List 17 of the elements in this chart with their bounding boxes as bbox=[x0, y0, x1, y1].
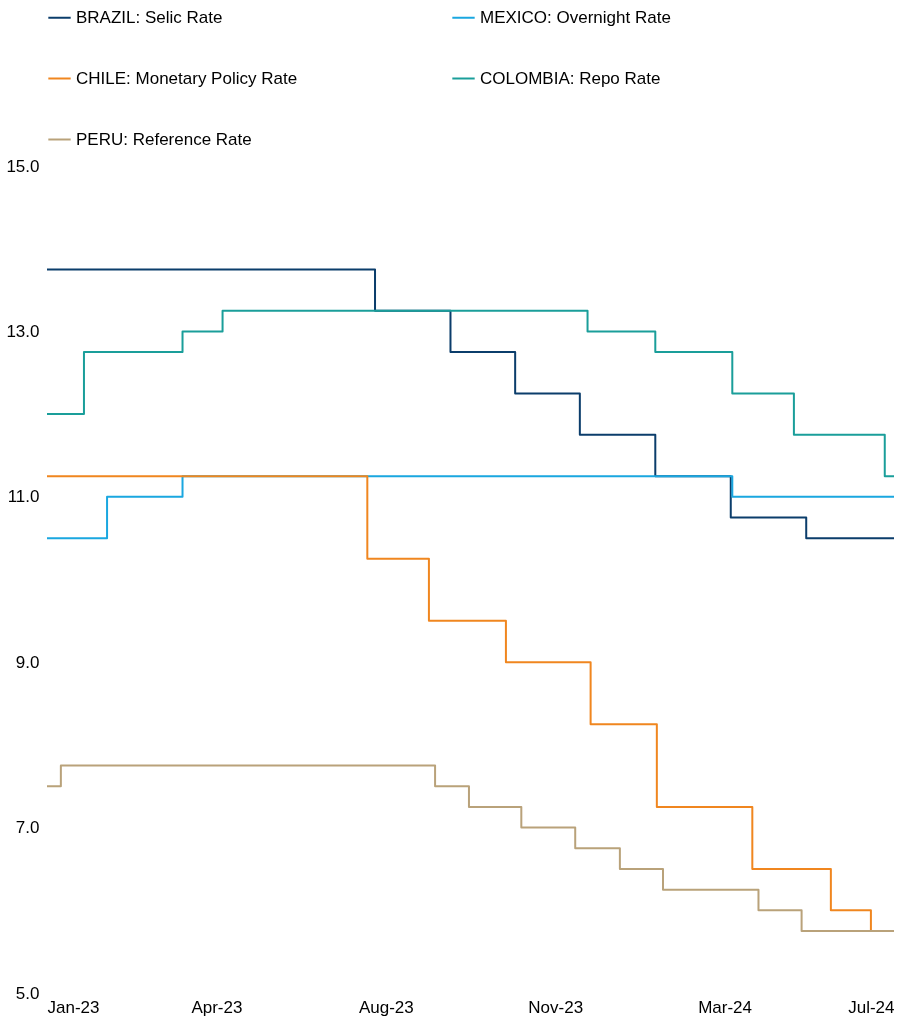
legend-label: PERU: Reference Rate bbox=[76, 129, 252, 149]
y-tick-label: 11.0 bbox=[7, 487, 40, 507]
legend-label: CHILE: Monetary Policy Rate bbox=[76, 68, 298, 88]
x-tick-label: Aug-23 bbox=[358, 997, 414, 1017]
y-tick-label: 5.0 bbox=[15, 983, 40, 1003]
y-tick-label: 9.0 bbox=[15, 652, 40, 672]
legend-label: MEXICO: Overnight Rate bbox=[480, 7, 671, 27]
x-tick-label: Jul-24 bbox=[848, 997, 895, 1017]
x-tick-label: Apr-23 bbox=[191, 997, 243, 1017]
x-tick-label: Mar-24 bbox=[698, 997, 753, 1017]
x-tick-label: Jan-23 bbox=[47, 997, 100, 1017]
legend-label: COLOMBIA: Repo Rate bbox=[480, 68, 661, 88]
y-tick-label: 7.0 bbox=[15, 818, 40, 838]
y-tick-label: 15.0 bbox=[6, 156, 40, 176]
y-tick-label: 13.0 bbox=[6, 321, 40, 341]
x-tick-label: Nov-23 bbox=[528, 997, 584, 1017]
legend-label: BRAZIL: Selic Rate bbox=[76, 7, 223, 27]
